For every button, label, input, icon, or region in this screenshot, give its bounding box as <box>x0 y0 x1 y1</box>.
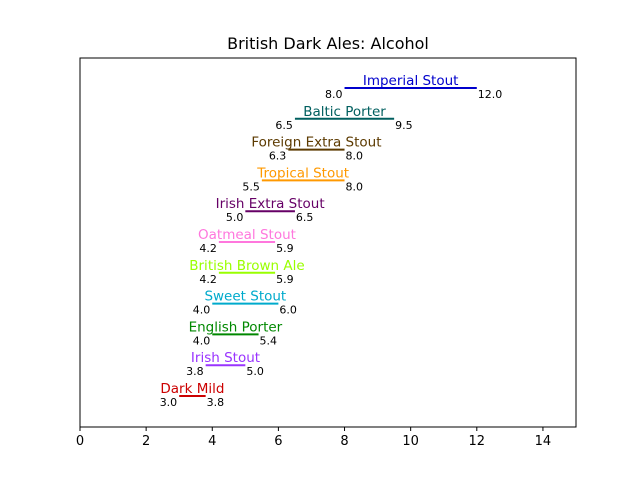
chart-title: British Dark Ales: Alcohol <box>227 34 429 53</box>
x-tick-label: 10 <box>402 434 419 449</box>
x-tick-label: 2 <box>142 434 150 449</box>
style-name-label: British Brown Ale <box>189 258 304 274</box>
x-tick-label: 14 <box>535 434 552 449</box>
high-value-label: 5.0 <box>246 365 263 378</box>
style-name-label: Dark Mild <box>160 381 224 397</box>
x-tick-label: 4 <box>208 434 216 449</box>
low-value-label: 8.0 <box>325 88 343 101</box>
style-name-label: Sweet Stout <box>204 289 286 305</box>
high-value-label: 3.8 <box>207 396 225 409</box>
low-value-label: 6.3 <box>269 150 287 163</box>
x-tick-label: 0 <box>76 434 84 449</box>
series-layer: Imperial Stout 8.0 12.0 Baltic Porter 6.5 9.5… <box>160 73 503 409</box>
style-name-label: Foreign Extra Stout <box>251 135 381 151</box>
plot-area <box>79 57 577 428</box>
low-value-label: 6.5 <box>275 119 293 132</box>
low-value-label: 3.0 <box>160 396 178 409</box>
high-value-label: 5.9 <box>276 273 294 286</box>
low-value-label: 5.5 <box>242 180 260 193</box>
style-name-label: English Porter <box>189 319 283 335</box>
low-value-label: 4.2 <box>199 273 217 286</box>
low-value-label: 5.0 <box>226 211 244 224</box>
style-name-label: Baltic Porter <box>303 104 386 120</box>
x-tick-label: 12 <box>469 434 486 449</box>
high-value-label: 8.0 <box>346 180 364 193</box>
style-name-label: Imperial Stout <box>363 73 459 89</box>
low-value-label: 4.0 <box>193 304 211 317</box>
high-value-label: 5.9 <box>276 242 294 255</box>
high-value-label: 12.0 <box>478 88 503 101</box>
high-value-label: 5.4 <box>260 334 278 347</box>
style-name-label: Irish Extra Stout <box>216 196 325 212</box>
style-name-label: Irish Stout <box>191 350 260 366</box>
low-value-label: 3.8 <box>186 365 204 378</box>
high-value-label: 9.5 <box>395 119 413 132</box>
x-tick-label: 8 <box>340 434 348 449</box>
high-value-label: 6.5 <box>296 211 314 224</box>
low-value-label: 4.0 <box>193 334 211 347</box>
low-value-label: 4.2 <box>199 242 217 255</box>
high-value-label: 6.0 <box>279 304 297 317</box>
high-value-label: 8.0 <box>346 150 364 163</box>
style-name-label: Tropical Stout <box>256 165 349 181</box>
range-item: Imperial Stout 8.0 12.0 <box>325 73 502 101</box>
x-axis: 0 2 4 6 8 10 12 14 <box>76 427 551 449</box>
range-item: Baltic Porter 6.5 9.5 <box>275 104 412 132</box>
x-tick-label: 6 <box>274 434 282 449</box>
style-name-label: Oatmeal Stout <box>198 227 296 243</box>
